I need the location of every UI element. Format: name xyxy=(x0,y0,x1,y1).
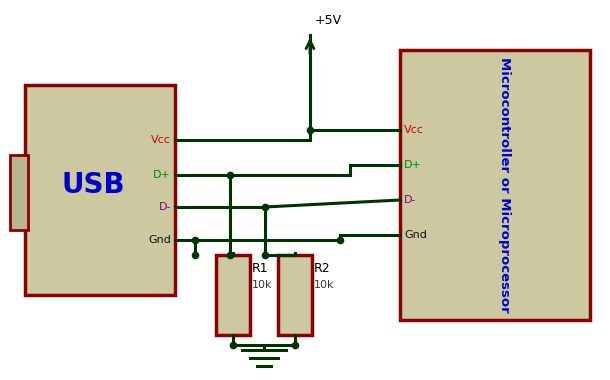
Text: Vcc: Vcc xyxy=(404,125,424,135)
Bar xyxy=(216,255,250,335)
Text: Microcontroller or Microprocessor: Microcontroller or Microprocessor xyxy=(498,57,512,313)
Text: 10k: 10k xyxy=(314,280,334,290)
Text: D-: D- xyxy=(159,202,171,212)
Text: USB: USB xyxy=(61,171,125,199)
Bar xyxy=(400,50,590,320)
Text: +5V: +5V xyxy=(315,14,342,27)
Text: R2: R2 xyxy=(314,262,331,275)
Bar xyxy=(10,155,28,230)
Text: 10k: 10k xyxy=(252,280,273,290)
Text: Vcc: Vcc xyxy=(151,135,171,145)
Text: Gnd: Gnd xyxy=(148,235,171,245)
Text: D-: D- xyxy=(404,195,417,205)
Bar xyxy=(278,255,312,335)
Text: Gnd: Gnd xyxy=(404,230,427,240)
Text: D+: D+ xyxy=(153,170,171,180)
Text: R1: R1 xyxy=(252,262,268,275)
Text: D+: D+ xyxy=(404,160,422,170)
Bar xyxy=(25,85,175,295)
